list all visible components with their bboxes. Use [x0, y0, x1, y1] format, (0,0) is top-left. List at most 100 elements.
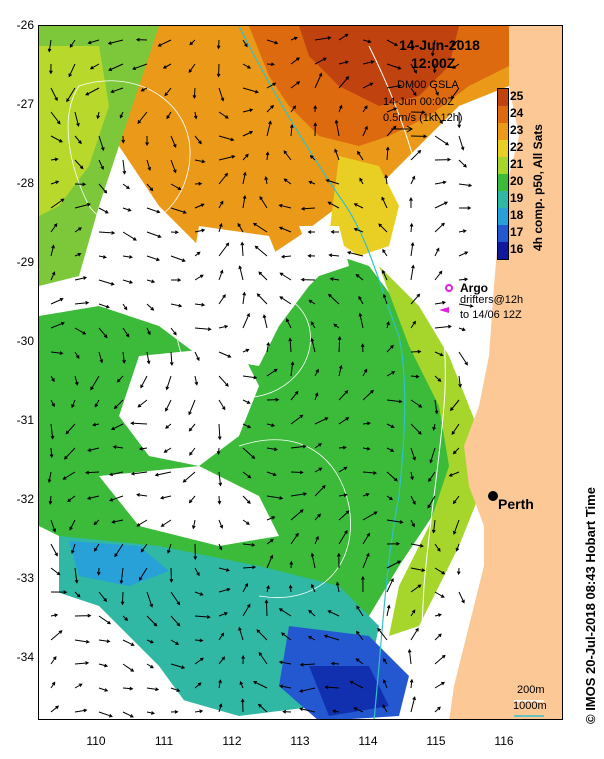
current-vector-arrow: [74, 276, 88, 281]
current-vector-arrow: [362, 125, 368, 137]
colorbar-tick-label: 19: [510, 190, 524, 205]
current-vector-arrow: [146, 255, 161, 262]
current-vector-arrow: [98, 231, 116, 235]
current-vector-arrow: [146, 159, 152, 172]
current-vector-arrow: [410, 609, 416, 617]
contour-1000m: [238, 26, 406, 719]
current-vector-arrow: [49, 63, 53, 75]
current-vector-arrow: [357, 150, 364, 161]
current-vector-arrow: [87, 39, 100, 45]
current-vector-arrow: [165, 375, 172, 391]
current-vector-arrow: [136, 519, 148, 527]
current-vector-arrow: [452, 495, 460, 505]
current-vector-arrow: [290, 414, 304, 425]
current-vector-arrow: [194, 591, 204, 596]
current-vector-arrow: [338, 466, 348, 473]
current-vector-arrow: [332, 709, 340, 714]
current-vector-arrow: [74, 661, 90, 665]
current-vector-arrow: [458, 375, 462, 388]
current-vector-arrow: [47, 39, 52, 53]
current-vector-arrow: [216, 63, 221, 78]
sst-lightblue-south: [69, 541, 169, 586]
y-tick-label: -32: [16, 492, 34, 506]
y-tick-label: -28: [16, 176, 34, 190]
current-vector-arrow: [356, 605, 364, 617]
scale-label: 0.5m/s (1kt 12h): [383, 112, 463, 124]
current-vector-arrow: [338, 104, 343, 113]
current-vector-arrow: [188, 495, 196, 504]
drifters-label: drifters@12h: [460, 294, 524, 306]
current-vector-arrow: [386, 321, 390, 329]
current-vector-arrow: [409, 222, 414, 233]
current-vector-arrow: [98, 351, 104, 364]
current-vector-arrow: [98, 207, 109, 214]
current-vector-arrow: [382, 658, 388, 665]
current-vector-arrow: [50, 198, 65, 209]
current-vector-arrow: [386, 371, 396, 377]
drifters-sub-label: to 14/06 12Z: [460, 309, 522, 321]
current-vector-arrow: [362, 471, 378, 475]
sst-yellow-nw: [39, 46, 109, 216]
current-vector-arrow: [242, 399, 251, 404]
current-vector-arrow: [62, 471, 76, 480]
current-vector-arrow: [266, 62, 275, 67]
current-vector-arrow: [146, 687, 160, 692]
current-vector-arrow: [146, 591, 154, 608]
current-vector-arrow: [166, 111, 172, 120]
current-vector-arrow: [69, 519, 76, 531]
sst-navy-south: [309, 666, 389, 716]
current-vector-arrow: [50, 244, 55, 257]
current-vector-arrow: [216, 447, 221, 456]
current-vector-arrow: [242, 171, 247, 185]
current-vector-arrow: [165, 399, 172, 412]
current-vector-arrow: [218, 632, 225, 641]
current-vector-arrow: [434, 300, 447, 305]
current-vector-arrow: [448, 471, 460, 477]
current-vector-arrow: [410, 320, 416, 329]
colorbar-segment: [498, 242, 508, 259]
current-vector-arrow: [378, 223, 388, 233]
current-vector-arrow: [308, 609, 316, 617]
current-vector-arrow: [74, 202, 91, 209]
current-vector-arrow: [98, 135, 105, 152]
current-vector-arrow: [50, 705, 60, 713]
current-vector-arrow: [314, 36, 332, 41]
current-vector-arrow: [218, 242, 230, 257]
current-vector-arrow: [409, 197, 413, 209]
current-vector-arrow: [98, 303, 110, 309]
current-vector-arrow: [264, 599, 269, 617]
current-vector-arrow: [256, 629, 268, 641]
current-vector-arrow: [264, 176, 269, 185]
current-vector-arrow: [122, 686, 134, 691]
current-vector-arrow: [384, 174, 389, 185]
current-vector-arrow: [290, 57, 300, 65]
y-tick-label: -29: [16, 255, 34, 269]
current-vector-arrow: [427, 495, 436, 509]
current-vector-arrow: [346, 251, 364, 257]
current-vector-arrow: [266, 39, 279, 45]
current-vector-arrow: [458, 229, 467, 233]
current-vector-arrow: [242, 447, 256, 460]
current-vector-arrow: [432, 423, 436, 431]
current-vector-arrow: [313, 104, 318, 113]
current-vector-arrow: [450, 399, 460, 412]
current-vector-arrow: [386, 399, 403, 404]
current-vector-arrow: [410, 584, 422, 593]
current-vector-arrow: [386, 107, 398, 113]
current-vector-arrow: [164, 87, 172, 97]
current-vector-arrow: [98, 159, 104, 170]
current-vector-arrow: [266, 120, 272, 137]
current-vector-arrow: [308, 299, 316, 305]
colorbar-title: 4h comp. p50, All Sats: [531, 124, 545, 251]
depth-200m-label: 200m: [517, 684, 545, 696]
current-vector-arrow: [410, 495, 416, 505]
current-vector-arrow: [458, 251, 469, 257]
current-vector-arrow: [74, 708, 88, 713]
current-vector-arrow: [356, 630, 364, 641]
current-vector-arrow: [87, 447, 100, 452]
x-tick-label: 116: [494, 734, 514, 748]
current-vector-arrow: [451, 423, 460, 435]
current-vector-arrow: [218, 154, 236, 161]
current-vector-arrow: [410, 519, 415, 528]
current-vector-arrow: [338, 75, 350, 89]
